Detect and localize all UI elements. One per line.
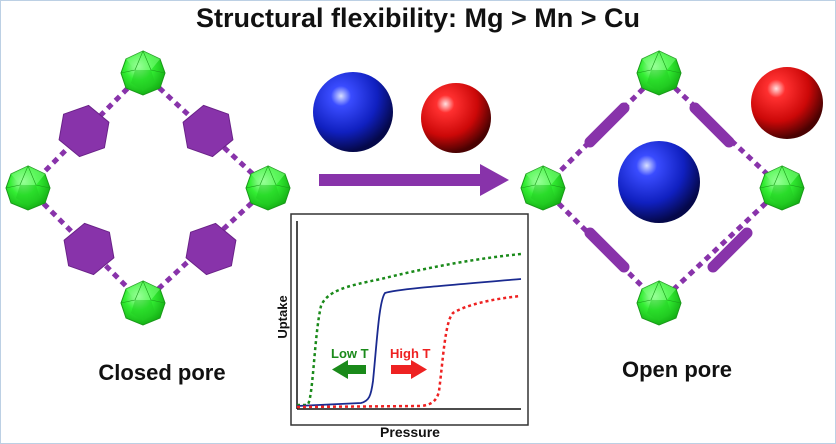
open-pore-framework bbox=[520, 50, 823, 326]
open-pore-caption: Open pore bbox=[621, 357, 732, 382]
linker-bar bbox=[584, 102, 630, 148]
low-t-isotherm-curve bbox=[297, 252, 522, 407]
blue-guest-in-pore bbox=[618, 141, 700, 223]
low-t-arrow-head bbox=[332, 360, 348, 379]
isotherm-inset: Low T High T Pressure Uptake bbox=[275, 213, 529, 440]
red-guest-sphere bbox=[751, 67, 823, 139]
metal-node bbox=[5, 165, 51, 211]
metal-node bbox=[636, 50, 682, 96]
inset-frame bbox=[290, 213, 529, 426]
low-t-arrow bbox=[346, 365, 366, 374]
metal-node bbox=[120, 50, 166, 96]
linker-bar bbox=[707, 227, 753, 273]
red-guest-sphere bbox=[421, 83, 491, 153]
low-t-label: Low T bbox=[331, 346, 369, 361]
mid-isotherm-curve bbox=[296, 278, 522, 407]
closed-pore-framework bbox=[5, 50, 291, 326]
transition-arrow bbox=[319, 164, 509, 196]
linker-hexagon bbox=[183, 218, 239, 280]
closed-pore-caption: Closed pore bbox=[98, 360, 226, 385]
metal-node bbox=[520, 165, 566, 211]
high-t-arrow bbox=[391, 365, 413, 374]
inset-x-label: Pressure bbox=[380, 424, 440, 440]
high-t-label: High T bbox=[390, 346, 430, 361]
high-t-arrow-head bbox=[411, 360, 427, 379]
figure-title: Structural flexibility: Mg > Mn > Cu bbox=[195, 3, 641, 33]
linker-bar bbox=[689, 102, 735, 148]
blue-guest-sphere bbox=[313, 72, 393, 152]
linker-bar bbox=[584, 227, 630, 273]
inset-y-label: Uptake bbox=[275, 295, 290, 338]
